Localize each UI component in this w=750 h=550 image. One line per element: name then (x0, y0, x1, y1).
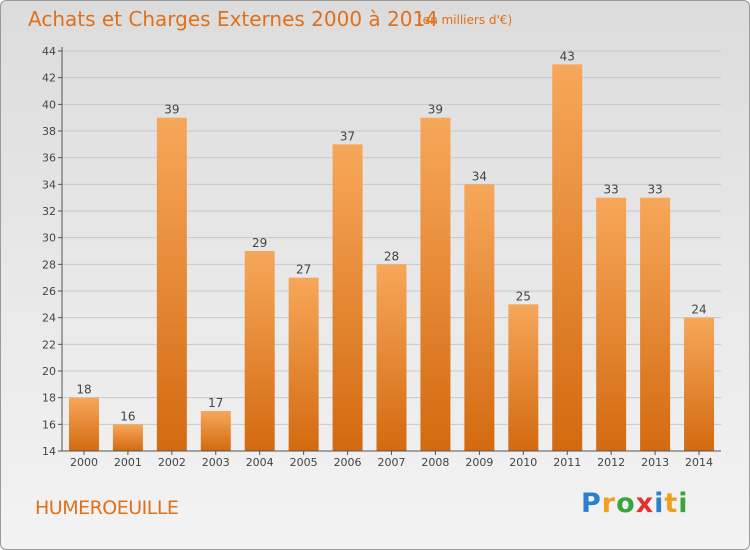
x-tick-label: 2007 (378, 456, 406, 469)
bar (640, 197, 671, 451)
data-label: 29 (252, 236, 267, 250)
x-tick-label: 2009 (465, 456, 493, 469)
y-tick-label: 34 (42, 178, 56, 191)
data-label: 25 (516, 289, 531, 303)
bar (376, 264, 407, 451)
commune-name: HUMEROEUILLE (35, 497, 179, 519)
proxiti-logo: Proxiti (581, 488, 689, 519)
bar (420, 117, 451, 452)
axes (58, 47, 721, 455)
x-tick-label: 2002 (158, 456, 186, 469)
x-tick-label: 2005 (290, 456, 318, 469)
data-label: 17 (208, 396, 223, 410)
logo-letter: r (601, 488, 617, 519)
y-tick-label: 20 (42, 365, 56, 378)
data-label: 33 (647, 183, 662, 197)
chart-title: Achats et Charges Externes 2000 à 2014 (28, 7, 438, 31)
x-tick-label: 2001 (114, 456, 142, 469)
logo-letter: P (581, 488, 602, 519)
y-tick-label: 36 (42, 152, 56, 165)
bar (596, 197, 627, 451)
logo-letter: i (678, 488, 689, 519)
logo-letter: o (616, 488, 636, 519)
y-tick-label: 18 (42, 392, 56, 405)
data-label: 39 (164, 103, 179, 117)
y-tick-label: 38 (42, 125, 56, 138)
x-tick-label: 2013 (641, 456, 669, 469)
data-label: 43 (560, 49, 575, 63)
bar (68, 397, 99, 451)
x-tick-label: 2012 (597, 456, 625, 469)
y-tick-label: 16 (42, 418, 56, 431)
y-tick-label: 30 (42, 232, 56, 245)
x-tick-label: 2010 (509, 456, 537, 469)
data-label: 18 (76, 383, 91, 397)
y-tick-label: 24 (42, 312, 56, 325)
x-tick-label: 2003 (202, 456, 230, 469)
bar (508, 304, 539, 451)
data-label: 33 (604, 183, 619, 197)
bar (464, 184, 495, 452)
data-label: 28 (384, 249, 399, 263)
x-tick-label: 2000 (70, 456, 98, 469)
y-tick-label: 26 (42, 285, 56, 298)
bar (112, 424, 143, 451)
x-tick-label: 2008 (421, 456, 449, 469)
labels: 14 16 18 20 22 24 26 28 30 32 34 36 38 40 42 44 18 2000 16… (42, 45, 713, 469)
logo-letter: t (664, 488, 679, 519)
bar (288, 277, 319, 451)
y-tick-label: 40 (42, 98, 56, 111)
y-tick-label: 42 (42, 72, 56, 85)
y-tick-label: 14 (42, 445, 56, 458)
chart-subtitle: (en milliers d'€) (418, 13, 513, 27)
x-tick-label: 2004 (246, 456, 274, 469)
logo-letter: i (654, 488, 665, 519)
data-label: 34 (472, 169, 487, 183)
y-tick-label: 32 (42, 205, 56, 218)
data-label: 16 (120, 409, 135, 423)
data-label: 37 (340, 129, 355, 143)
bar (156, 117, 187, 452)
bar (244, 251, 275, 451)
bar (552, 64, 583, 452)
y-tick-label: 28 (42, 258, 56, 271)
data-label: 39 (428, 103, 443, 117)
y-tick-label: 22 (42, 338, 56, 351)
bar (332, 144, 363, 452)
logo-letter: x (635, 488, 655, 519)
data-label: 24 (691, 303, 706, 317)
bar (684, 317, 715, 451)
bar (200, 411, 231, 451)
data-label: 27 (296, 263, 311, 277)
x-tick-label: 2011 (553, 456, 581, 469)
x-tick-label: 2014 (685, 456, 713, 469)
y-tick-label: 44 (42, 45, 56, 58)
bars (68, 64, 715, 452)
x-tick-label: 2006 (334, 456, 362, 469)
